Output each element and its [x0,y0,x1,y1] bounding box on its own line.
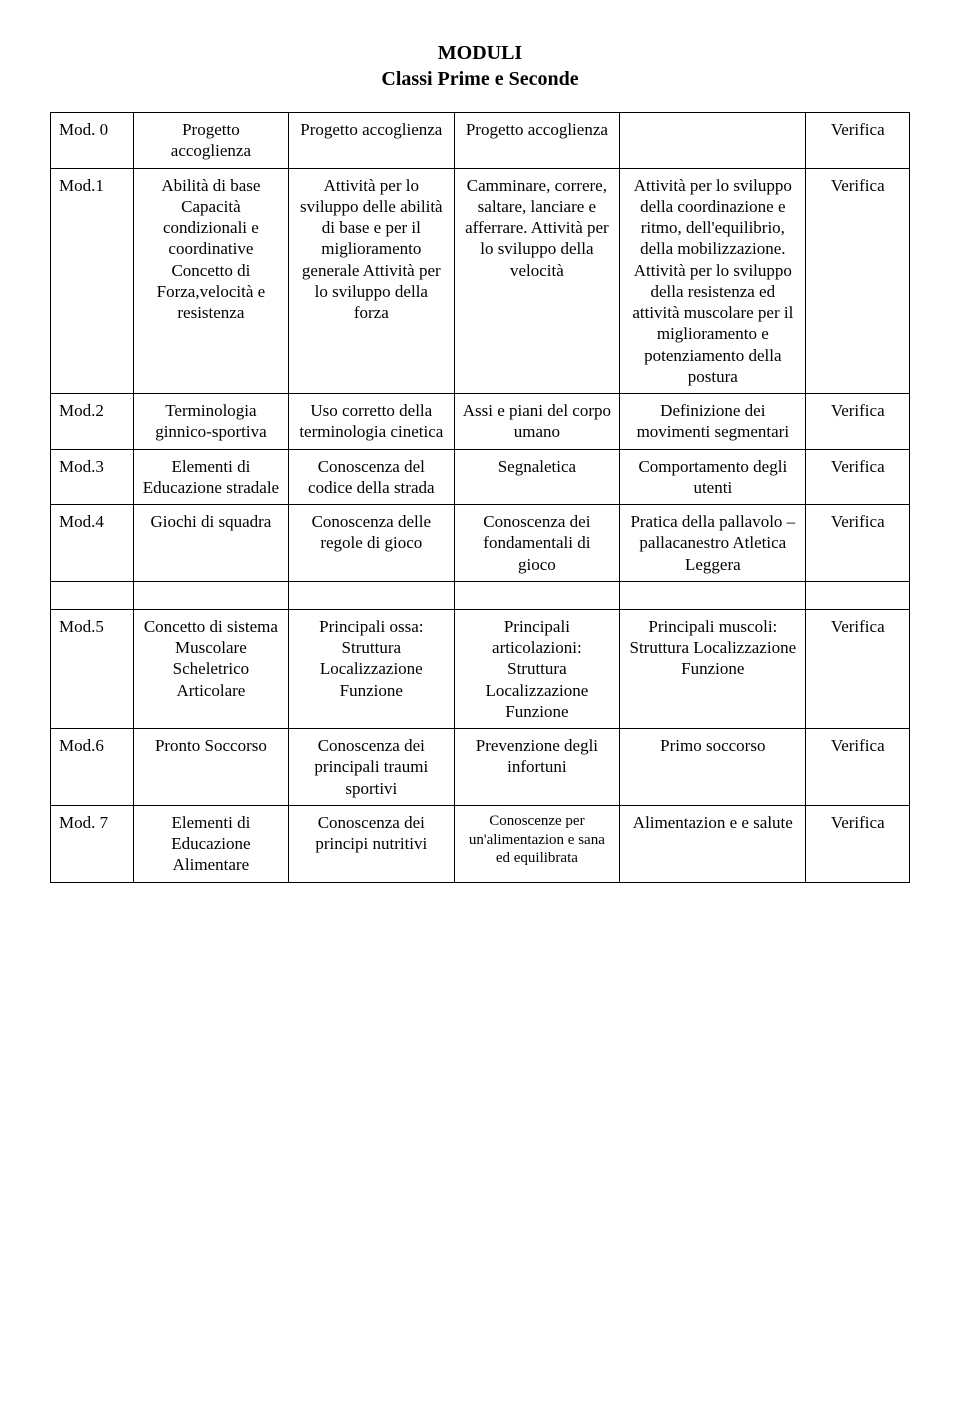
cell: Verifica [806,805,910,882]
table-row: Mod. 7 Elementi di Educazione Alimentare… [51,805,910,882]
header-line2: Classi Prime e Seconde [50,66,910,92]
row-label: Mod.5 [51,609,134,728]
cell: Progetto accoglienza [454,113,620,169]
cell: Conoscenza del codice della strada [289,449,455,505]
row-label: Mod. 0 [51,113,134,169]
cell: Conoscenza delle regole di gioco [289,505,455,582]
cell: Progetto accoglienza [289,113,455,169]
cell: Elementi di Educazione Alimentare [133,805,288,882]
cell: Verifica [806,113,910,169]
table-row: Mod. 0 Progetto accoglienza Progetto acc… [51,113,910,169]
row-label: Mod.3 [51,449,134,505]
table-row: Mod.4 Giochi di squadra Conoscenza delle… [51,505,910,582]
cell: Uso corretto della terminologia cinetica [289,394,455,450]
cell: Camminare, correre, saltare, lanciare e … [454,168,620,394]
cell: Elementi di Educazione stradale [133,449,288,505]
cell: Attività per lo sviluppo della coordinaz… [620,168,806,394]
page-header: MODULI Classi Prime e Seconde [50,40,910,92]
cell: Terminologia ginnico-sportiva [133,394,288,450]
table-row: Mod.6 Pronto Soccorso Conoscenza dei pri… [51,729,910,806]
cell: Conoscenze per un'alimentazion e sana ed… [454,805,620,882]
cell: Abilità di base Capacità condizionali e … [133,168,288,394]
table-row: Mod.2 Terminologia ginnico-sportiva Uso … [51,394,910,450]
row-label: Mod. 7 [51,805,134,882]
cell: Assi e piani del corpo umano [454,394,620,450]
cell: Giochi di squadra [133,505,288,582]
cell: Principali articolazioni: Struttura Loca… [454,609,620,728]
table-row: Mod.3 Elementi di Educazione stradale Co… [51,449,910,505]
table-row: Mod.5 Concetto di sistema Muscolare Sche… [51,609,910,728]
cell: Segnaletica [454,449,620,505]
cell: Conoscenza dei principi nutritivi [289,805,455,882]
cell: Conoscenza dei principali traumi sportiv… [289,729,455,806]
gap-row [51,581,910,609]
moduli-table: Mod. 0 Progetto accoglienza Progetto acc… [50,112,910,883]
cell: Attività per lo sviluppo delle abilità d… [289,168,455,394]
cell: Verifica [806,449,910,505]
cell: Prevenzione degli infortuni [454,729,620,806]
cell: Principali muscoli: Struttura Localizzaz… [620,609,806,728]
cell: Comportamento degli utenti [620,449,806,505]
row-label: Mod.6 [51,729,134,806]
cell: Verifica [806,729,910,806]
cell: Verifica [806,168,910,394]
cell: Alimentazion e e salute [620,805,806,882]
cell: Progetto accoglienza [133,113,288,169]
row-label: Mod.1 [51,168,134,394]
cell: Verifica [806,609,910,728]
table-row: Mod.1 Abilità di base Capacità condizion… [51,168,910,394]
row-label: Mod.4 [51,505,134,582]
cell: Definizione dei movimenti segmentari [620,394,806,450]
header-line1: MODULI [50,40,910,66]
cell: Concetto di sistema Muscolare Scheletric… [133,609,288,728]
cell: Principali ossa: Struttura Localizzazion… [289,609,455,728]
cell: Pratica della pallavolo – pallacanestro … [620,505,806,582]
cell: Verifica [806,394,910,450]
cell: Conoscenza dei fondamentali di gioco [454,505,620,582]
cell: Pronto Soccorso [133,729,288,806]
row-label: Mod.2 [51,394,134,450]
cell [620,113,806,169]
cell: Verifica [806,505,910,582]
cell: Primo soccorso [620,729,806,806]
